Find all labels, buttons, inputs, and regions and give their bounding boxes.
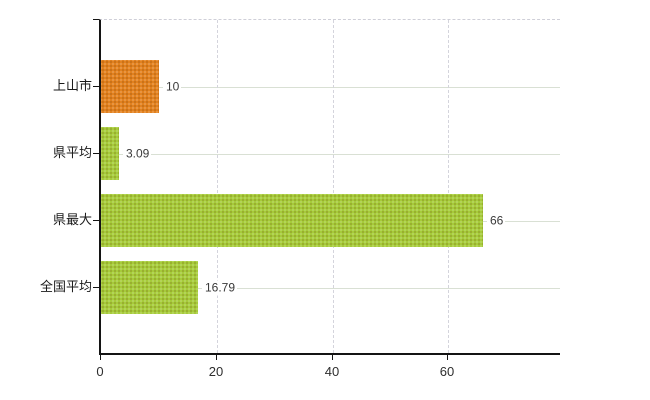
x-axis-tick — [447, 355, 448, 360]
gridline-horizontal — [101, 288, 560, 289]
bar-県最大 — [101, 194, 483, 247]
value-label: 10 — [163, 79, 182, 95]
x-axis-tick — [332, 355, 333, 360]
bar-県平均 — [101, 127, 119, 180]
value-label: 16.79 — [202, 280, 238, 296]
y-axis-tick — [93, 287, 99, 288]
x-axis-tick — [216, 355, 217, 360]
gridline-horizontal — [101, 87, 560, 88]
gridline-vertical — [448, 20, 449, 353]
gridline-vertical — [333, 20, 334, 353]
plot-area: 10 3.09 66 16.79 — [99, 19, 560, 355]
x-tick-label: 20 — [208, 364, 224, 379]
x-tick-label: 60 — [439, 364, 455, 379]
x-tick-label: 40 — [324, 364, 340, 379]
bar-全国平均 — [101, 261, 198, 314]
x-axis-tick — [100, 355, 101, 360]
category-label: 県平均 — [52, 145, 92, 160]
category-label: 上山市 — [52, 78, 92, 93]
y-axis-tick — [93, 86, 99, 87]
value-label: 3.09 — [123, 146, 152, 162]
gridline-horizontal — [101, 154, 560, 155]
value-label: 66 — [487, 213, 506, 229]
y-axis-end-tick — [93, 19, 99, 20]
y-axis-tick — [93, 153, 99, 154]
y-axis-tick — [93, 220, 99, 221]
category-label: 全国平均 — [39, 279, 92, 294]
category-label: 県最大 — [52, 212, 92, 227]
x-tick-label: 0 — [96, 364, 104, 379]
bar-上山市 — [101, 60, 159, 113]
gridline-vertical — [217, 20, 218, 353]
